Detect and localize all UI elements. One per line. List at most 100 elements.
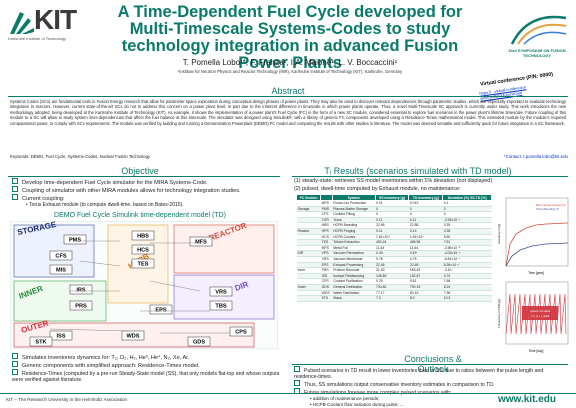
table-row: TOR Torus 0.11 0.11 -2.93×10⁻⁴ [296,217,492,224]
table-cell: -4.03×10⁻³ [442,250,492,257]
affiliation: ¹Institute for Neutron Physics and React… [177,69,403,74]
table-cell: 22.88 [408,222,443,229]
title-line-2: Multi-Timescale Systems-Codes to study [129,20,451,38]
table-cell: HPS [320,228,333,235]
table-cell: -2.93×10⁻⁴ [442,217,492,224]
table-row: MFS Fusion Ion Production 0.01 0.013 0.1 [296,200,492,207]
table-cell: 0.11 [375,217,409,224]
table-cell: 0.11 [375,228,409,235]
table-cell: 11.64 [375,245,409,252]
table-cell: 7.2 [375,295,409,302]
table-cell: 1.81×10⁴ [408,234,443,241]
table-row: Storage PMS Plasma Matter Storage 0 0 0 [296,206,492,213]
table-cell: 0.78 [375,256,409,263]
results-plots: Time [year] Inventory in [g] Main Inject… [497,197,569,353]
plot1-ylabel: Inventory in [g] [497,224,501,244]
table-row: WDS Water Detritiation 77.17 83.16 7.96 [296,290,492,297]
abstract-divider [8,96,568,97]
table-cell: 7.96 [442,290,492,297]
table-cell: Coolant Purification [332,278,376,285]
block-cfs: CFS [49,250,73,261]
region-label-dir: DIR [234,280,250,293]
table-cell [296,278,321,285]
table-cell: 21.63 [375,267,409,274]
table-cell: HBS [320,222,333,229]
virtual-conference-stamp[interactable]: Virtual conference (P/N: 0000) https://.… [477,59,576,101]
table-cell: Fusion Ion Production [332,200,376,207]
table-cell: 0 [442,206,492,213]
authors: T. Pomella Lobo¹*, F. Franza¹, I.A. Maio… [182,58,398,67]
table-cell: MFS [320,200,333,207]
footer-left-text: KIT – The Research University in the Hel… [6,397,128,402]
plot1-frame [505,197,569,267]
plot2-ylabel: T inventory in FMS [g] [497,299,501,328]
table-row: CFS Coolant Filling 0 0 0 [296,211,492,218]
plot1-series-1 [505,222,569,267]
svg-text:IRS: IRS [76,288,86,294]
plot1-series-2 [505,242,569,267]
table-row: ISS Isotope Rebalancing 145.83 152.67 4.70 [296,273,492,280]
table-header-cell: System [331,194,376,201]
svg-text:PMS: PMS [69,238,81,244]
table-cell: Vacuum Permeation [332,250,376,257]
table-cell [296,217,321,224]
table-cell: 4.35 [442,228,492,235]
table-cell: WDS [320,290,333,297]
table-cell: 0 [408,211,443,218]
objective-sub-bullet: • Torus Exhaust module (to compute dwell… [26,202,184,208]
svg-text:CPS: CPS [235,330,247,336]
table-cell: -3.10 [442,267,492,274]
objective-bottom-bullet-3: Residence-Times (computed by a pre-run S… [12,369,280,383]
conclusion-bullet-2: Thus, SS simulations output conservative… [294,380,566,389]
table-cell: 11.64 [408,245,443,252]
block-mis: MIS [49,264,73,275]
table-row: STK Stack 7.2 8.0 10.3 [296,295,492,302]
table-cell: 450.24 [375,239,409,246]
svg-text:MIS: MIS [56,268,66,274]
table-cell [296,211,321,218]
contact[interactable]: *Contact: t.pomella.lobo@kit.edu [438,154,568,159]
table-row: HBS HCPB Breeding 22.96 22.88 0.35 [296,222,492,229]
footer-url[interactable]: www.kit.edu [498,394,556,405]
table-cell: Tritium Extraction [332,239,376,246]
table-cell: PMS [320,206,333,213]
block-mfs: MFS [189,236,213,247]
table-row: Outer GDS General Detritiation 733.62 790.19… [296,284,492,291]
table-header-cell: FC Section [295,194,322,201]
table-cell: Coolant Filling [332,211,376,218]
table-row: CPS Coolant Purification 9.29 9.81 7.68 [296,278,492,285]
table-cell: 0.11 [408,217,443,224]
table-cell: 6.26×10⁻³ [442,262,492,269]
table-row: Reactor HPS HCPB Purging 0.11 0.14 4.35 [296,228,492,235]
table-cell: 466.98 [408,239,443,246]
svg-text:GDS: GDS [193,340,205,346]
table-cell: Storage [296,206,321,213]
plot1-legend-1: Main Injection/storage (S) [536,203,566,207]
conclusion-sub-bullet-1: • addition of maintenance periods; [310,396,380,401]
table-cell: Outer [296,284,321,291]
block-wds: WDS [121,330,145,341]
svg-text:PRS: PRS [75,304,87,310]
svg-text:WDS: WDS [126,334,139,340]
table-cell: 0.35 [442,222,492,229]
symposium-name: 33rd SYMPOSIUM ON FUSION TECHNOLOGY [508,48,566,58]
plot2-legend-box [522,306,558,320]
block-pms: PMS [63,234,87,245]
table-cell [296,200,321,207]
svg-text:TBS: TBS [215,304,226,310]
table-cell: 0.78 [408,256,443,263]
contact-email-link[interactable]: *Contact: t.pomella.lobo@kit.edu [503,154,568,159]
table-cell: Isotope Rebalancing [332,273,376,280]
poster-title: A Time-Dependent Fuel Cycle developed fo… [100,4,480,72]
table-cell: TOR [320,217,333,224]
svg-text:STK: STK [35,340,46,346]
table-cell: 0 [375,206,409,213]
table-cell: HCS [320,234,333,241]
region-reactor-box [173,224,275,274]
objective-bullet-1: Develop time-dependent Fuel Cycle simula… [12,178,280,187]
block-eps: EPS [149,304,173,315]
table-cell: 0.013 [408,200,443,207]
block-hcs: HCS [131,244,155,255]
table-cell: HCPB Purging [332,228,376,235]
table-cell: 9.29 [375,278,409,285]
